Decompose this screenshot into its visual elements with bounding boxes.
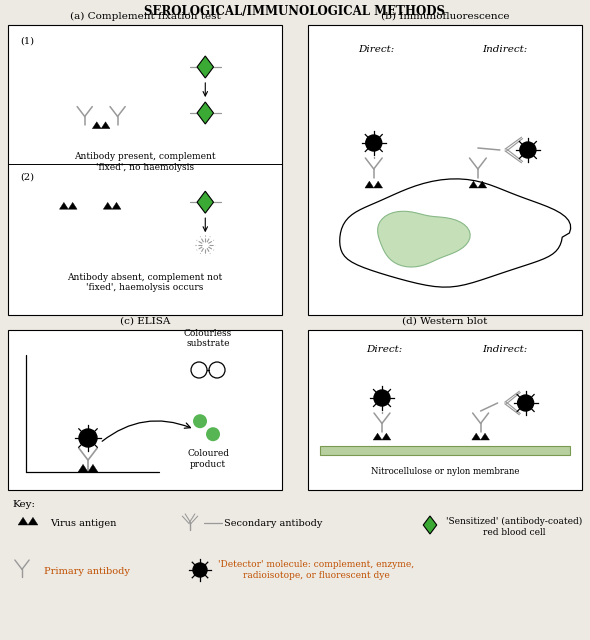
Text: Primary antibody: Primary antibody xyxy=(44,568,130,577)
Polygon shape xyxy=(472,433,481,440)
Circle shape xyxy=(366,135,382,151)
Circle shape xyxy=(520,142,536,158)
Polygon shape xyxy=(382,433,391,440)
Text: Key:: Key: xyxy=(12,500,35,509)
Polygon shape xyxy=(365,181,373,188)
Text: (2): (2) xyxy=(20,172,34,181)
Polygon shape xyxy=(340,179,571,287)
Text: (a) Complement fixation test: (a) Complement fixation test xyxy=(70,12,221,20)
Polygon shape xyxy=(60,202,68,209)
Text: Colourless
substrate: Colourless substrate xyxy=(184,328,232,348)
Text: Indirect:: Indirect: xyxy=(483,346,528,355)
Circle shape xyxy=(79,429,97,447)
Text: (d) Western blot: (d) Western blot xyxy=(402,317,488,326)
Bar xyxy=(308,330,582,490)
Text: (c) ELISA: (c) ELISA xyxy=(120,317,170,326)
Text: Nitrocellulose or nylon membrane: Nitrocellulose or nylon membrane xyxy=(371,467,519,476)
Polygon shape xyxy=(101,122,110,129)
Text: Virus antigen: Virus antigen xyxy=(50,520,116,529)
Text: Indirect:: Indirect: xyxy=(483,45,528,54)
Circle shape xyxy=(209,362,225,378)
Bar xyxy=(8,330,282,490)
Text: 'Sensitized' (antibody-coated)
red blood cell: 'Sensitized' (antibody-coated) red blood… xyxy=(446,517,582,536)
Polygon shape xyxy=(28,517,38,525)
Polygon shape xyxy=(197,102,214,124)
Polygon shape xyxy=(423,516,437,534)
Bar xyxy=(308,25,582,315)
Text: Antibody present, complement
'fixed', no haemolysis: Antibody present, complement 'fixed', no… xyxy=(74,152,216,172)
Polygon shape xyxy=(197,191,214,213)
Circle shape xyxy=(374,390,390,406)
Polygon shape xyxy=(469,181,478,188)
Circle shape xyxy=(517,395,533,411)
Polygon shape xyxy=(197,56,214,78)
Circle shape xyxy=(193,563,207,577)
Circle shape xyxy=(193,414,207,428)
Bar xyxy=(320,446,570,455)
Circle shape xyxy=(191,362,207,378)
Polygon shape xyxy=(478,181,487,188)
Polygon shape xyxy=(481,433,490,440)
Bar xyxy=(8,25,282,315)
Polygon shape xyxy=(68,202,77,209)
Polygon shape xyxy=(18,517,28,525)
Text: Antibody absent, complement not
'fixed', haemolysis occurs: Antibody absent, complement not 'fixed',… xyxy=(67,273,222,292)
Circle shape xyxy=(206,428,220,441)
Text: Direct:: Direct: xyxy=(358,45,395,54)
Polygon shape xyxy=(373,433,382,440)
Polygon shape xyxy=(103,202,112,209)
Text: Secondary antibody: Secondary antibody xyxy=(224,518,322,527)
Text: SEROLOGICAL/IMMUNOLOGICAL METHODS: SEROLOGICAL/IMMUNOLOGICAL METHODS xyxy=(145,6,445,19)
Polygon shape xyxy=(88,465,98,472)
Text: Coloured
product: Coloured product xyxy=(187,449,229,468)
Text: (b) Immunofluorescence: (b) Immunofluorescence xyxy=(381,12,509,20)
Polygon shape xyxy=(112,202,121,209)
Polygon shape xyxy=(93,122,101,129)
Text: 'Detector' molecule: complement, enzyme,
radioisotope, or fluorescent dye: 'Detector' molecule: complement, enzyme,… xyxy=(218,560,414,580)
Text: (1): (1) xyxy=(20,37,34,46)
Polygon shape xyxy=(378,211,470,267)
Polygon shape xyxy=(78,465,88,472)
Polygon shape xyxy=(373,181,382,188)
Text: Direct:: Direct: xyxy=(366,346,403,355)
